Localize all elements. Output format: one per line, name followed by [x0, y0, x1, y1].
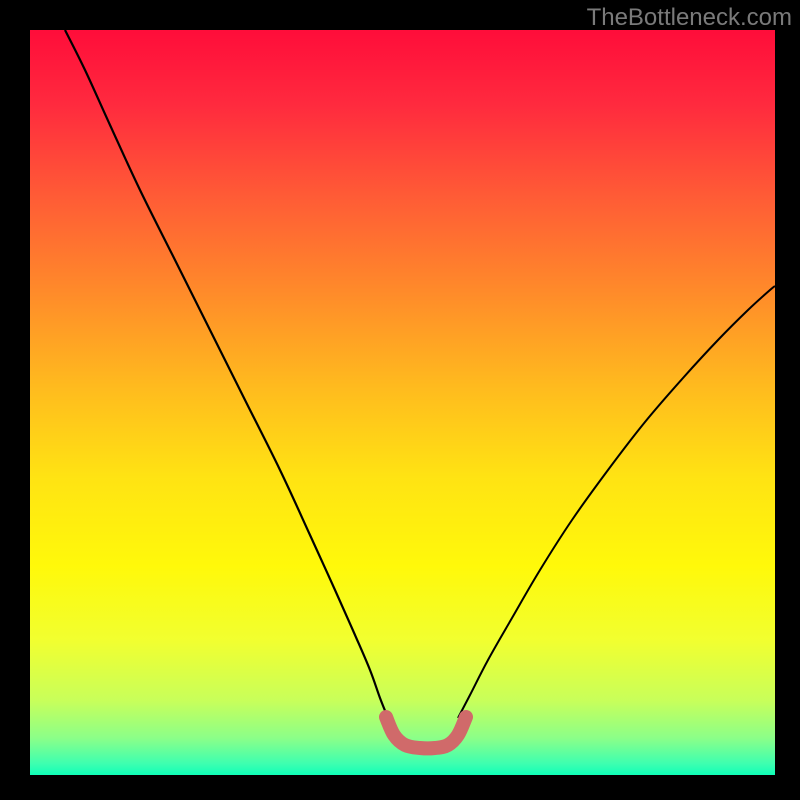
left-curve [65, 30, 388, 718]
bottleneck-marker [386, 717, 466, 748]
chart-svg [0, 0, 800, 800]
right-curve [458, 286, 775, 718]
